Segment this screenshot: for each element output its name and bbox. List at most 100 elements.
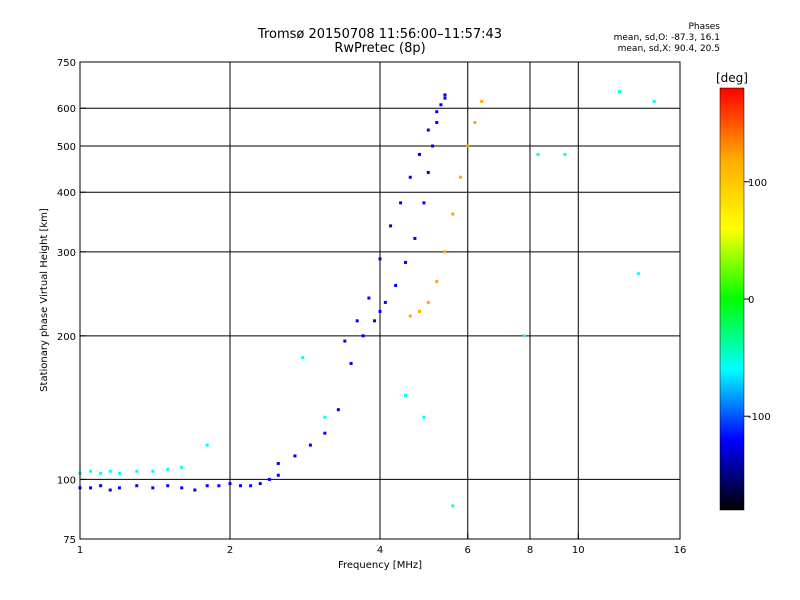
data-point bbox=[435, 279, 439, 283]
colorbar-tick-label: 0 bbox=[748, 295, 754, 306]
data-point bbox=[205, 484, 209, 488]
data-point bbox=[378, 309, 382, 313]
y-axis-label: Stationary phase Virtual Height [km] bbox=[39, 208, 50, 392]
data-point bbox=[301, 356, 305, 360]
data-point bbox=[443, 93, 447, 97]
data-point bbox=[403, 260, 407, 264]
data-points bbox=[78, 90, 656, 508]
data-point bbox=[523, 334, 527, 338]
data-point bbox=[403, 393, 407, 397]
data-point bbox=[408, 314, 412, 318]
data-point bbox=[151, 486, 155, 490]
data-point bbox=[293, 454, 297, 458]
y-tick-label: 100 bbox=[57, 475, 76, 486]
data-point bbox=[422, 201, 426, 205]
data-point bbox=[399, 201, 403, 205]
data-point bbox=[117, 486, 121, 490]
x-tick-label: 2 bbox=[227, 545, 233, 556]
data-point bbox=[373, 319, 377, 323]
data-point bbox=[389, 224, 393, 228]
data-point bbox=[636, 272, 640, 276]
data-point bbox=[451, 212, 455, 216]
chart-subtitle: RwPretec (8p) bbox=[334, 41, 426, 56]
data-point bbox=[451, 504, 455, 508]
data-point bbox=[135, 469, 139, 473]
data-point bbox=[435, 121, 439, 125]
data-point bbox=[422, 415, 426, 419]
data-point bbox=[108, 488, 112, 492]
data-point bbox=[426, 300, 430, 304]
colorbar bbox=[719, 87, 745, 511]
data-point bbox=[267, 477, 271, 481]
data-point bbox=[473, 121, 477, 125]
y-tick-label: 500 bbox=[57, 142, 76, 153]
data-point bbox=[408, 175, 412, 179]
phases-o-stats: mean, sd,O: -87.3, 16.1 bbox=[613, 33, 720, 43]
x-axis-label: Frequency [MHz] bbox=[338, 560, 422, 571]
x-axis: 1 2 4 6 8 10 16 bbox=[77, 533, 686, 556]
data-point bbox=[443, 250, 447, 254]
data-point bbox=[108, 469, 112, 473]
phases-x-stats: mean, sd,X: 90.4, 20.5 bbox=[617, 44, 720, 54]
grid-lines bbox=[80, 62, 680, 539]
data-point bbox=[563, 152, 567, 156]
colorbar-tick-label: -100 bbox=[748, 412, 771, 423]
data-point bbox=[336, 408, 340, 412]
data-point bbox=[239, 484, 243, 488]
data-point bbox=[323, 431, 327, 435]
chart-title: Tromsø 20150708 11:56:00–11:57:43 bbox=[257, 27, 503, 42]
x-tick-label: 4 bbox=[377, 545, 383, 556]
data-point bbox=[117, 471, 121, 475]
data-point bbox=[276, 461, 280, 465]
data-point bbox=[413, 236, 417, 240]
data-point bbox=[439, 103, 443, 107]
colorbar-tick-label: 100 bbox=[748, 178, 767, 189]
colorbar-ticks: 100 0 -100 bbox=[744, 178, 771, 423]
x-tick-label: 6 bbox=[465, 545, 471, 556]
data-point bbox=[443, 96, 447, 100]
data-point bbox=[258, 482, 262, 486]
data-point bbox=[431, 144, 435, 148]
data-point bbox=[426, 128, 430, 132]
data-point bbox=[151, 469, 155, 473]
data-point bbox=[180, 486, 184, 490]
data-point bbox=[652, 99, 656, 103]
y-tick-label: 300 bbox=[57, 248, 76, 259]
data-point bbox=[361, 334, 365, 338]
data-point bbox=[135, 484, 139, 488]
data-point bbox=[217, 484, 221, 488]
data-point bbox=[618, 90, 622, 94]
data-point bbox=[394, 283, 398, 287]
y-axis: 75 100 200 300 400 500 600 750 bbox=[57, 58, 86, 546]
data-point bbox=[205, 443, 209, 447]
data-point bbox=[378, 257, 382, 261]
data-point bbox=[193, 488, 197, 492]
data-point bbox=[228, 482, 232, 486]
data-point bbox=[308, 443, 312, 447]
data-point bbox=[99, 484, 103, 488]
data-point bbox=[426, 170, 430, 174]
data-point bbox=[166, 484, 170, 488]
data-point bbox=[480, 99, 484, 103]
y-tick-label: 200 bbox=[57, 332, 76, 343]
data-point bbox=[323, 415, 327, 419]
data-point bbox=[417, 152, 421, 156]
colorbar-label: [deg] bbox=[716, 71, 748, 85]
data-point bbox=[536, 152, 540, 156]
x-tick-label: 1 bbox=[77, 545, 83, 556]
data-point bbox=[276, 473, 280, 477]
data-point bbox=[89, 486, 93, 490]
x-tick-label: 10 bbox=[572, 545, 585, 556]
data-point bbox=[343, 339, 347, 343]
data-point bbox=[180, 465, 184, 469]
y-tick-label: 750 bbox=[57, 58, 76, 69]
data-point bbox=[349, 361, 353, 365]
data-point bbox=[417, 309, 421, 313]
data-point bbox=[99, 471, 103, 475]
data-point bbox=[466, 144, 470, 148]
data-point bbox=[367, 296, 371, 300]
data-point bbox=[435, 110, 439, 114]
y-tick-label: 600 bbox=[57, 104, 76, 115]
data-point bbox=[166, 467, 170, 471]
